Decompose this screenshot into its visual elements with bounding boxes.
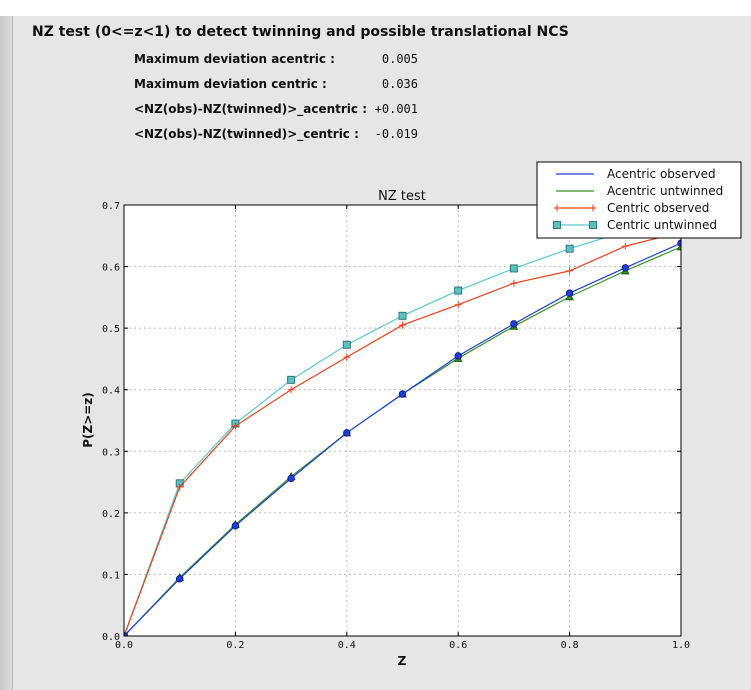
data-point <box>176 483 184 491</box>
data-point <box>398 390 407 398</box>
data-point <box>287 375 296 384</box>
y-tick-label: 0.1 <box>102 570 120 581</box>
stat-label: <NZ(obs)-NZ(twinned)>_acentric : <box>134 102 367 116</box>
y-axis-label: P(Z>=z) <box>81 392 95 448</box>
data-point <box>231 522 240 530</box>
data-point <box>399 321 406 329</box>
legend: Acentric observed Acentric untwinned Centr… <box>536 161 742 239</box>
stat-value: -0.019 <box>374 127 418 141</box>
data-point <box>509 264 518 273</box>
data-point <box>176 575 184 583</box>
y-tick-label: 0.0 <box>102 632 120 643</box>
stat-value: 0.036 <box>381 77 418 91</box>
stat-value: +0.001 <box>374 102 418 116</box>
legend-entry: Acentric observed <box>556 167 716 181</box>
series-acentric-observed <box>124 239 681 636</box>
data-point <box>454 352 462 360</box>
y-tick-label: 0.6 <box>102 263 120 274</box>
x-tick-label: 0.4 <box>338 640 356 651</box>
data-point <box>510 320 518 328</box>
data-point <box>343 429 351 437</box>
legend-label: Acentric untwinned <box>607 184 723 198</box>
data-point <box>589 221 597 229</box>
data-point <box>621 242 629 250</box>
section-title: NZ test (0<=z<1) to detect twinning and … <box>32 24 569 40</box>
legend-entry: Centric untwinned <box>553 218 717 232</box>
data-point <box>553 204 561 212</box>
stat-label: Maximum deviation centric : <box>134 77 327 91</box>
plot-frame <box>123 204 682 637</box>
data-point <box>589 204 597 212</box>
data-point <box>566 267 574 275</box>
x-tick-label: 1.0 <box>672 640 690 651</box>
data-point <box>343 353 351 361</box>
stat-value: 0.005 <box>381 52 418 66</box>
legend-label: Acentric observed <box>607 167 716 181</box>
x-axis-label: Z <box>398 654 407 668</box>
data-point <box>565 244 574 253</box>
data-point <box>621 264 629 272</box>
data-point <box>342 340 351 349</box>
data-point <box>565 289 574 297</box>
x-tick-label: 0.8 <box>561 640 579 651</box>
y-tick-label: 0.5 <box>102 324 120 335</box>
stat-label: <NZ(obs)-NZ(twinned)>_centric : <box>134 127 359 141</box>
legend-entry: Acentric untwinned <box>556 184 723 198</box>
chart-title: NZ test <box>378 189 426 204</box>
left-scroll-edge <box>0 16 13 690</box>
x-tick-label: 0.6 <box>449 640 467 651</box>
data-point <box>454 286 463 295</box>
y-tick-label: 0.2 <box>102 509 120 520</box>
legend-label: Centric observed <box>607 201 709 215</box>
y-tick-label: 0.3 <box>102 447 120 458</box>
y-tick-label: 0.4 <box>102 386 120 397</box>
data-point <box>398 311 407 320</box>
y-tick-label: 0.7 <box>102 201 120 212</box>
data-point <box>510 279 518 287</box>
x-tick-label: 0.2 <box>226 640 244 651</box>
legend-entry: Centric observed <box>553 201 709 215</box>
data-point <box>287 386 295 394</box>
legend-label: Centric untwinned <box>607 218 717 232</box>
stat-label: Maximum deviation acentric : <box>134 52 335 66</box>
plot-area <box>124 205 681 636</box>
data-point <box>287 474 295 483</box>
data-point <box>454 301 462 309</box>
series-centric-observed <box>124 228 681 636</box>
data-point <box>553 221 561 229</box>
x-tick-label: 0.0 <box>115 640 133 651</box>
data-point <box>231 422 239 430</box>
